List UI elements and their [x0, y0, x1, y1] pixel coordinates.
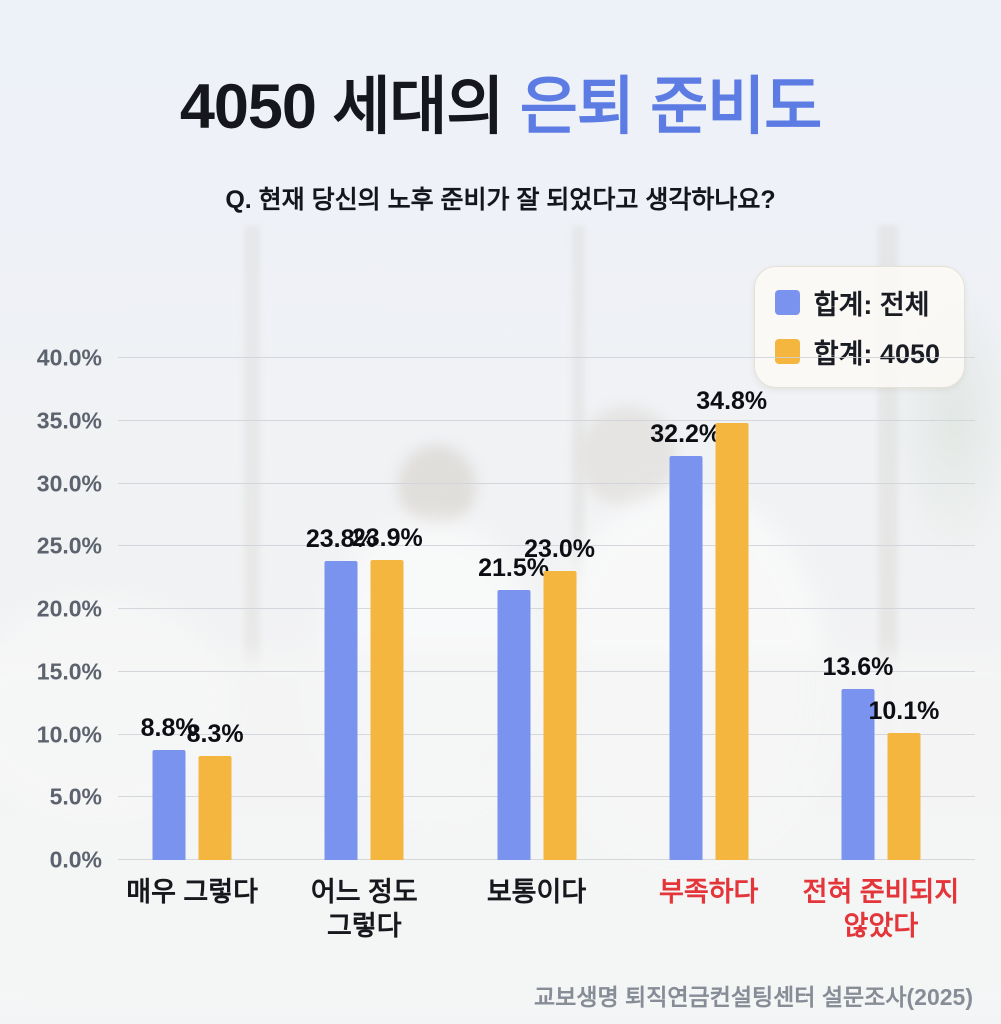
bar-group: 13.6% 10.1% 전혀 준비되지 않았다 [795, 358, 967, 940]
category-label: 전혀 준비되지 않았다 [802, 877, 960, 941]
gridline [118, 357, 975, 358]
page-title: 4050 세대의 은퇴 준비도 [0, 74, 1001, 140]
gridline [118, 482, 975, 484]
gridline [118, 545, 975, 547]
value-label: 13.6% [822, 653, 894, 682]
legend-swatch [774, 290, 800, 315]
bar-pair: 23.8% 23.9% [306, 358, 423, 860]
bar-column-total-4050: 8.3% [187, 358, 244, 860]
value-label: 8.3% [186, 719, 244, 748]
bar-total-4050 [370, 560, 404, 860]
bar-group: 21.5% 23.0% 보통이다 [450, 358, 622, 907]
legend-item: 합계: 전체 [774, 283, 940, 322]
bar-column-total-all: 21.5% [478, 358, 549, 860]
legend-label: 합계: 4050 [813, 339, 940, 369]
bar-total-4050 [715, 423, 749, 860]
bar-pair: 21.5% 23.0% [478, 358, 595, 860]
category-label: 어느 정도 그렇다 [310, 877, 418, 941]
y-tick-label: 0.0% [49, 846, 102, 873]
y-tick-label: 15.0% [36, 658, 102, 685]
value-label: 32.2% [650, 419, 722, 448]
gridline [118, 419, 975, 421]
bar-pair: 13.6% 10.1% [822, 358, 939, 860]
y-tick-label: 35.0% [36, 407, 102, 434]
y-tick-label: 20.0% [36, 595, 102, 622]
page-title-main: 4050 세대의 [179, 72, 520, 142]
bar-group: 8.8% 8.3% 매우 그렇다 [106, 358, 278, 907]
bar-column-total-4050: 23.0% [524, 358, 595, 860]
y-tick-label: 30.0% [36, 470, 102, 496]
bar-column-total-4050: 23.9% [352, 358, 423, 860]
bar-pair: 32.2% 34.8% [650, 358, 767, 860]
category-label: 부족하다 [659, 877, 759, 907]
bar-column-total-all: 32.2% [650, 358, 721, 860]
bar-total-4050 [198, 755, 232, 860]
page-title-accent: 은퇴 준비도 [519, 72, 822, 142]
value-label: 10.1% [868, 697, 940, 726]
bar-pair: 8.8% 8.3% [141, 358, 244, 860]
bar-total-4050 [887, 733, 921, 860]
survey-question: Q. 현재 당신의 노후 준비가 잘 되었다고 생각하나요? [225, 186, 776, 215]
bar-column-total-4050: 34.8% [696, 358, 767, 860]
value-label: 23.9% [351, 524, 423, 553]
bar-total-all [669, 455, 703, 860]
y-tick-label: 25.0% [36, 532, 102, 559]
bar-group: 32.2% 34.8% 부족하다 [623, 358, 795, 907]
bar-total-4050 [543, 571, 576, 860]
category-label: 매우 그렇다 [126, 877, 258, 907]
category-label: 보통이다 [486, 877, 587, 907]
value-label: 34.8% [696, 387, 768, 416]
legend-swatch [774, 339, 800, 364]
y-tick-label: 10.0% [36, 721, 102, 747]
bar-total-all [324, 561, 358, 860]
legend-item: 합계: 4050 [774, 332, 940, 371]
value-label: 23.8% [305, 525, 377, 554]
value-label: 8.8% [140, 713, 198, 742]
value-label: 21.5% [478, 554, 549, 583]
bar-column-total-all: 13.6% [822, 358, 893, 860]
legend-label: 합계: 전체 [813, 290, 930, 320]
y-tick-label: 40.0% [36, 344, 102, 371]
y-tick-label: 5.0% [49, 783, 102, 810]
bar-column-total-4050: 10.1% [868, 358, 939, 860]
bar-group: 23.8% 23.9% 어느 정도 그렇다 [278, 358, 450, 941]
bar-groups: 8.8% 8.3% 매우 그렇다 23.8% 23.9% 어느 정도 그렇다 21.5% 23… [106, 358, 967, 941]
plot-area: 0.0% 5.0% 10.0% 15.0% 20.0% 25.0% 30.0% 35.0% 40… [37, 345, 985, 941]
source-credit: 교보생명 퇴직연금컨설팅센터 설문조사(2025) [534, 984, 973, 1010]
value-label: 23.0% [524, 535, 595, 564]
bar-total-all [152, 749, 186, 860]
bar-column-total-all: 23.8% [306, 358, 377, 860]
bar-column-total-all: 8.8% [141, 358, 198, 860]
header: 4050 세대의 은퇴 준비도 Q. 현재 당신의 노후 준비가 잘 되었다고 … [0, 74, 1001, 216]
bar-total-all [841, 689, 875, 860]
bar-total-all [497, 590, 530, 860]
